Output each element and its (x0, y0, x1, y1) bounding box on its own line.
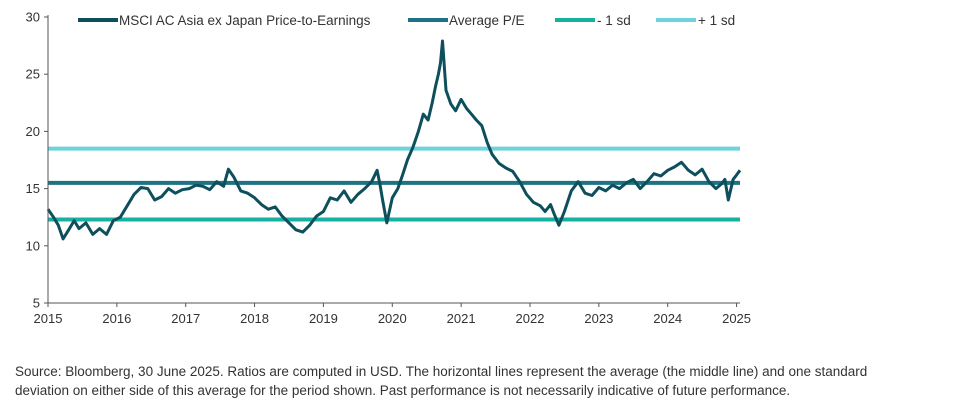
y-tick-label: 15 (26, 181, 40, 196)
series-line-msci-ac-asia-ex-japan-price-to-earnings (46, 39, 742, 241)
x-tick-label: 2020 (378, 311, 407, 326)
y-tick-label: 30 (26, 10, 40, 25)
footnote-line-1: Source: Bloomberg, 30 June 2025. Ratios … (15, 364, 868, 379)
x-tick-label: 2015 (34, 311, 63, 326)
x-tick-label: 2018 (240, 311, 269, 326)
y-tick-label: 25 (26, 67, 40, 82)
x-tick-label: 2023 (584, 311, 613, 326)
legend-label: - 1 sd (597, 13, 631, 28)
x-tick-label: 2016 (102, 311, 131, 326)
x-tick-label: 2025 (722, 311, 751, 326)
legend-label: Average P/E (449, 13, 525, 28)
plot-area (46, 39, 742, 241)
y-tick-label: 20 (26, 124, 40, 139)
legend-label: MSCI AC Asia ex Japan Price-to-Earnings (119, 13, 371, 28)
legend: MSCI AC Asia ex Japan Price-to-Earnings A… (78, 13, 735, 28)
x-tick-label: 2022 (516, 311, 545, 326)
x-tick-label: 2024 (653, 311, 682, 326)
x-tick-label: 2017 (171, 311, 200, 326)
footnote-line-2: deviation on either side of this average… (15, 383, 791, 398)
source-footnote: Source: Bloomberg, 30 June 2025. Ratios … (15, 362, 975, 400)
y-tick-label: 5 (33, 296, 40, 311)
x-tick-label: 2019 (309, 311, 338, 326)
legend-label: + 1 sd (698, 13, 735, 28)
x-tick-label: 2021 (447, 311, 476, 326)
y-tick-label: 10 (26, 238, 40, 253)
